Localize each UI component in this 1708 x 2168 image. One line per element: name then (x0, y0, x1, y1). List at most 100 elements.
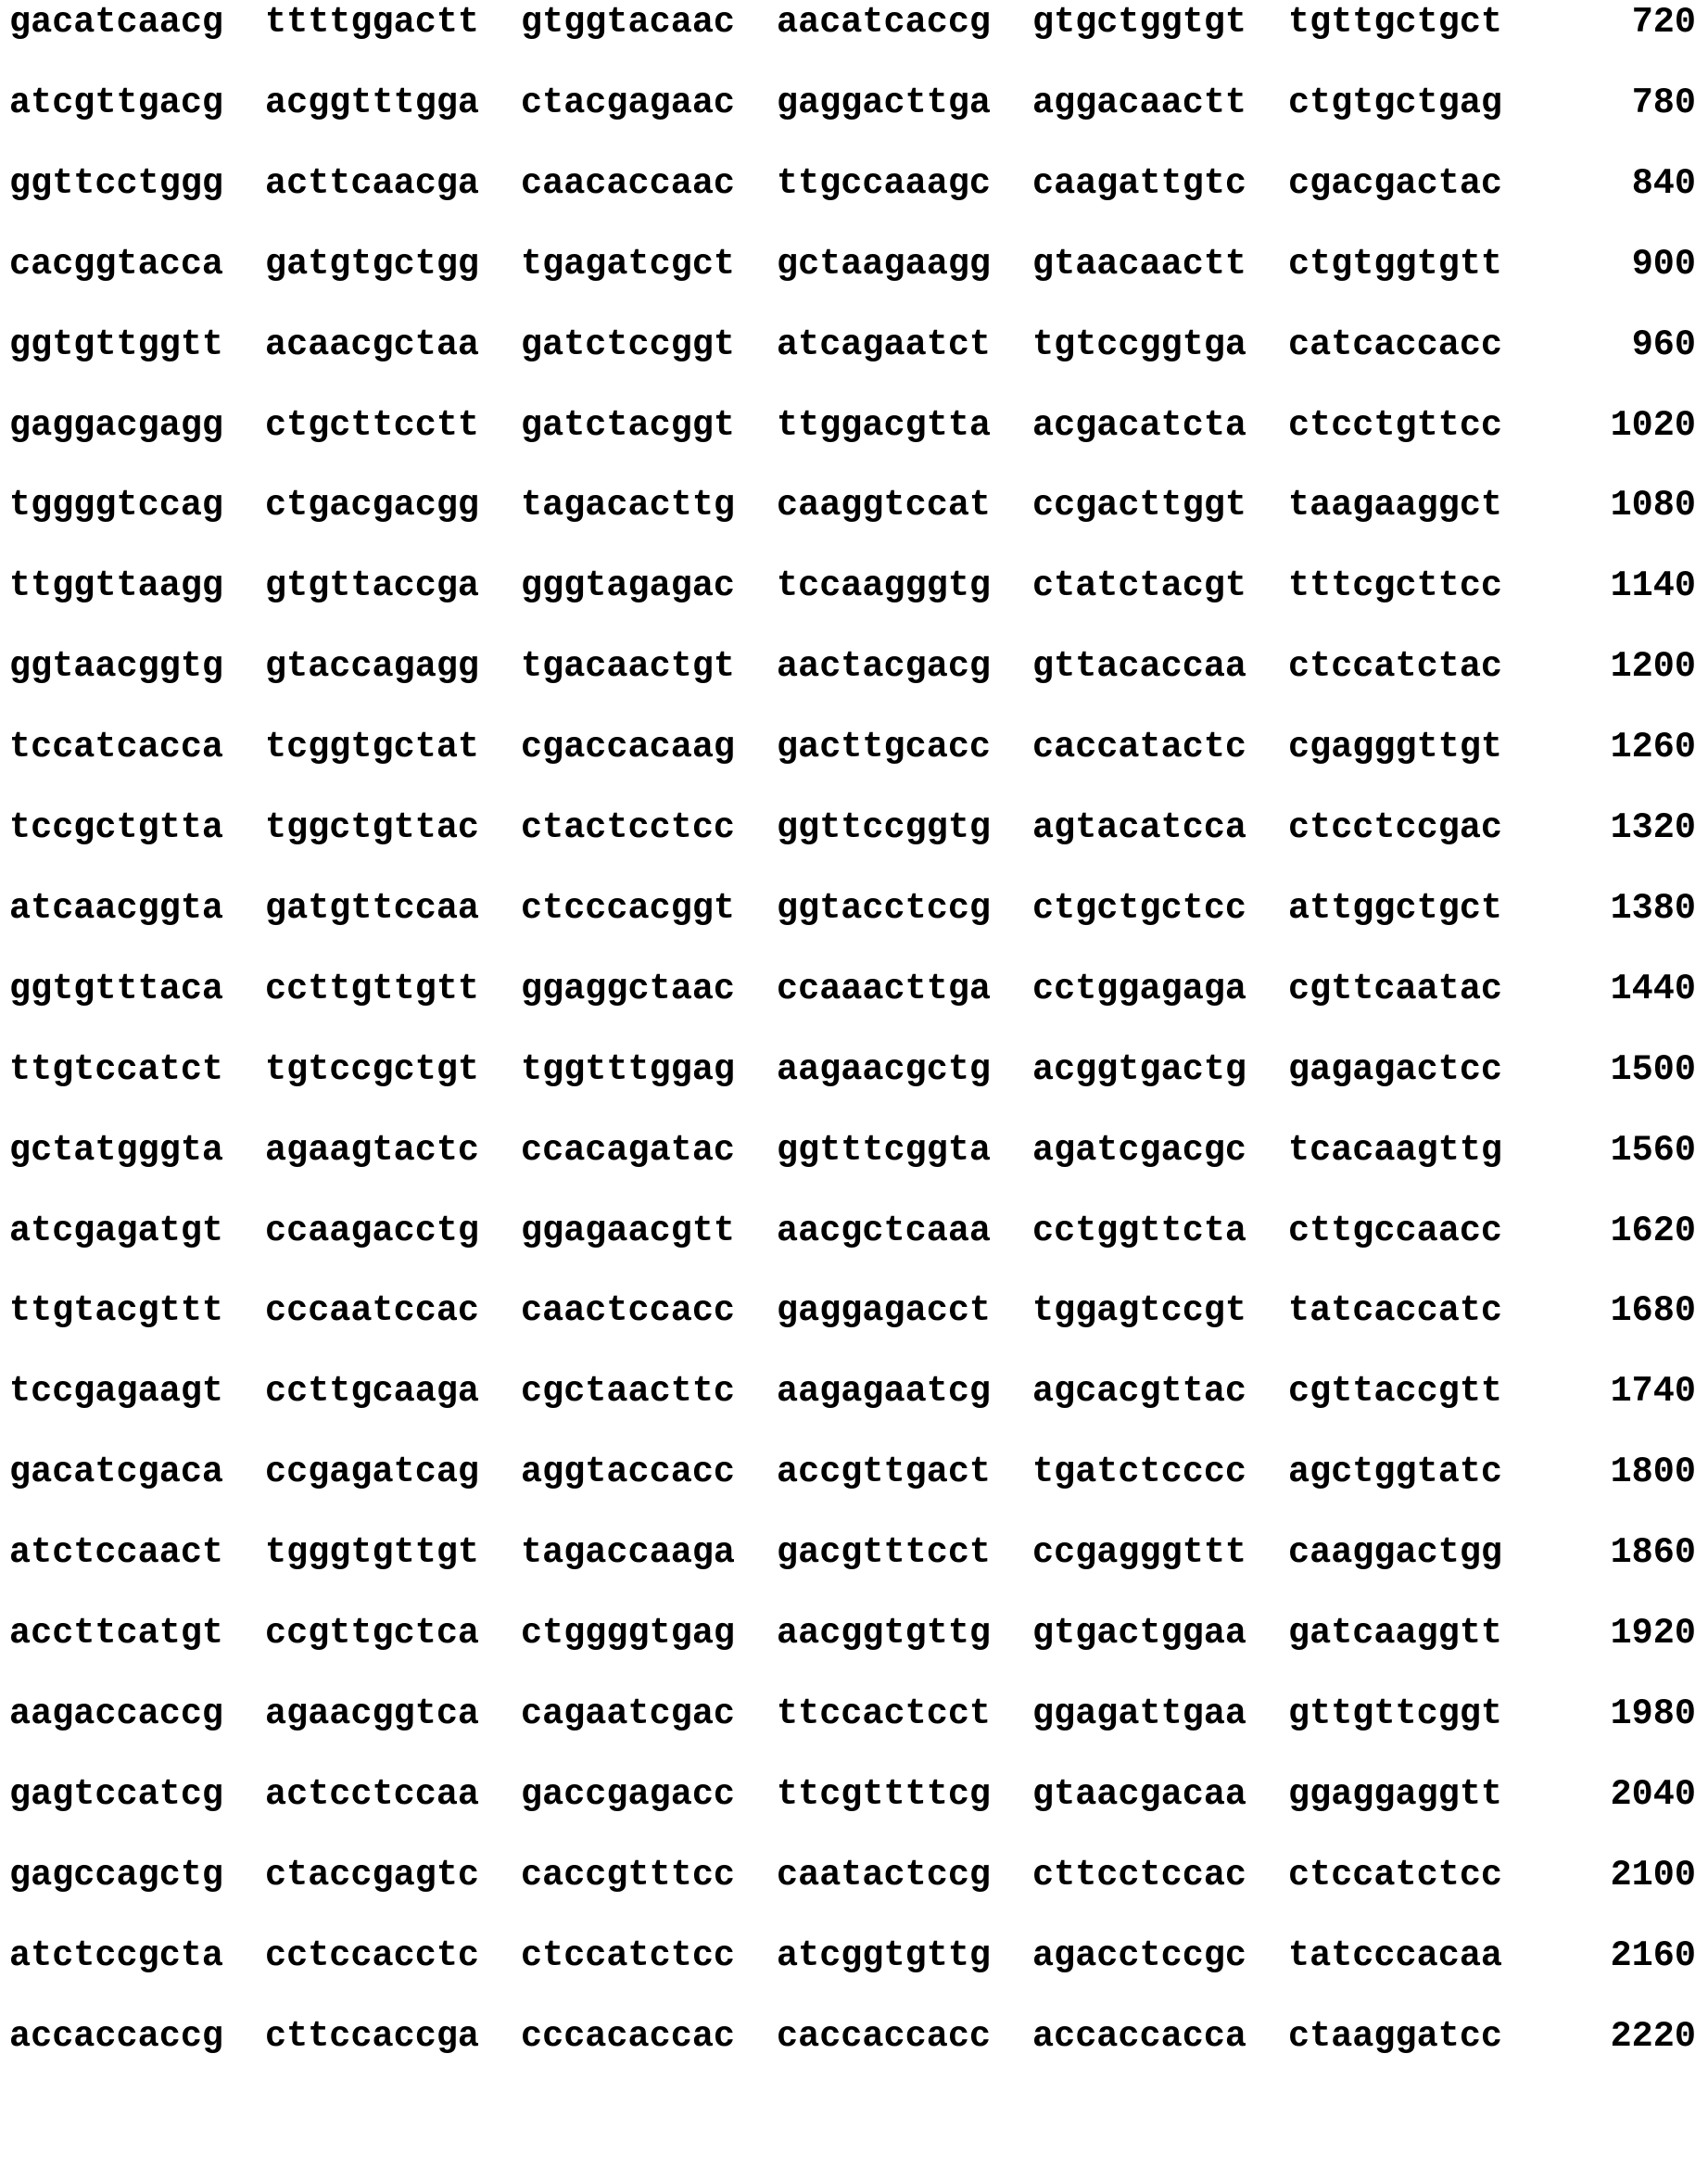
nucleotide-group: gagagactcc (1288, 1042, 1502, 1097)
nucleotide-group: caacaccaac (521, 156, 735, 211)
nucleotide-group: atcggtgttg (777, 1928, 991, 1984)
nucleotide-group: tttcgcttcc (1288, 558, 1502, 614)
sequence-line: accttcatgtccgttgctcactggggtgagaacggtgttg… (9, 1605, 1696, 1661)
position-number: 1320 (1611, 800, 1696, 856)
position-number: 1860 (1611, 1525, 1696, 1580)
nucleotide-group: acggtgactg (1032, 1042, 1246, 1097)
sequence-line: atcgttgacgacggtttggactacgagaacgaggacttga… (9, 75, 1696, 131)
nucleotide-group: cccaatccac (265, 1283, 479, 1338)
nucleotide-group: actcctccaa (265, 1767, 479, 1822)
nucleotide-group: ggagaacgtt (521, 1203, 735, 1259)
nucleotide-group: atcgagatgt (9, 1203, 223, 1259)
nucleotide-group: ctcccacggt (521, 881, 735, 936)
nucleotide-group: cccacaccac (521, 2009, 735, 2064)
nucleotide-group: ctggggtgag (521, 1605, 735, 1661)
nucleotide-group: ttcgttttcg (777, 1767, 991, 1822)
position-number: 840 (1632, 156, 1696, 211)
nucleotide-group: gtaccagagg (265, 639, 479, 694)
nucleotide-group: agcacgttac (1032, 1363, 1246, 1419)
nucleotide-group: aggacaactt (1032, 75, 1246, 131)
nucleotide-group: gctatgggta (9, 1122, 223, 1178)
sequence-line: tccgagaagtccttgcaagacgctaacttcaagagaatcg… (9, 1363, 1696, 1419)
nucleotide-group: agtacatcca (1032, 800, 1246, 856)
nucleotide-group: gatcaaggtt (1288, 1605, 1502, 1661)
position-number: 1680 (1611, 1283, 1696, 1338)
nucleotide-group: gtgactggaa (1032, 1605, 1246, 1661)
nucleotide-group: tgagatcgct (521, 236, 735, 292)
nucleotide-group: ttccactcct (777, 1686, 991, 1742)
nucleotide-group: ttttggactt (265, 0, 479, 50)
nucleotide-group: accaccaccg (9, 2009, 223, 2064)
nucleotide-group: ctcctccgac (1288, 800, 1502, 856)
nucleotide-group: gtaacaactt (1032, 236, 1246, 292)
position-number: 960 (1632, 317, 1696, 373)
sequence-line: gagccagctgctaccgagtccaccgtttcccaatactccg… (9, 1847, 1696, 1903)
nucleotide-group: ggagattgaa (1032, 1686, 1246, 1742)
nucleotide-group: ctaaggatcc (1288, 2009, 1502, 2064)
nucleotide-group: acggtttgga (265, 75, 479, 131)
nucleotide-group: tggggtccag (9, 477, 223, 533)
position-number: 1260 (1611, 719, 1696, 775)
nucleotide-group: ctacgagaac (521, 75, 735, 131)
sequence-line: accaccaccgcttccaccgacccacaccaccaccaccacc… (9, 2009, 1696, 2064)
nucleotide-group: gacatcgaca (9, 1444, 223, 1500)
position-number: 1020 (1611, 398, 1696, 453)
nucleotide-group: ctgacgacgg (265, 477, 479, 533)
sequence-line: cacggtaccagatgtgctggtgagatcgctgctaagaagg… (9, 236, 1696, 292)
nucleotide-group: caaggtccat (777, 477, 991, 533)
nucleotide-group: tagaccaaga (521, 1525, 735, 1580)
sequence-line: atcgagatgtccaagacctgggagaacgttaacgctcaaa… (9, 1203, 1696, 1259)
nucleotide-group: tatcccacaa (1288, 1928, 1502, 1984)
nucleotide-group: gagtccatcg (9, 1767, 223, 1822)
nucleotide-group: ggaggaggtt (1288, 1767, 1502, 1822)
nucleotide-group: tgacaactgt (521, 639, 735, 694)
nucleotide-group: cgacgactac (1288, 156, 1502, 211)
position-number: 1800 (1611, 1444, 1696, 1500)
sequence-line: ttgtacgtttcccaatccaccaactccaccgaggagacct… (9, 1283, 1696, 1338)
nucleotide-group: cgaccacaag (521, 719, 735, 775)
nucleotide-group: ccaagacctg (265, 1203, 479, 1259)
nucleotide-group: ctccatctcc (1288, 1847, 1502, 1903)
nucleotide-group: tccgagaagt (9, 1363, 223, 1419)
nucleotide-group: tcggtgctat (265, 719, 479, 775)
nucleotide-group: cttccaccga (265, 2009, 479, 2064)
nucleotide-group: tccgctgtta (9, 800, 223, 856)
nucleotide-group: gatgtgctgg (265, 236, 479, 292)
sequence-line: ttggttaagggtgttaccgagggtagagactccaagggtg… (9, 558, 1696, 614)
nucleotide-group: tggagtccgt (1032, 1283, 1246, 1338)
position-number: 2040 (1611, 1767, 1696, 1822)
nucleotide-group: gatgttccaa (265, 881, 479, 936)
position-number: 1740 (1611, 1363, 1696, 1419)
position-number: 1440 (1611, 961, 1696, 1017)
position-number: 2100 (1611, 1847, 1696, 1903)
nucleotide-group: ggtacctccg (777, 881, 991, 936)
nucleotide-group: gacttgcacc (777, 719, 991, 775)
nucleotide-group: ctaccgagtc (265, 1847, 479, 1903)
nucleotide-group: agaacggtca (265, 1686, 479, 1742)
nucleotide-group: ccttgttgtt (265, 961, 479, 1017)
nucleotide-group: agacctccgc (1032, 1928, 1246, 1984)
nucleotide-group: cgttaccgtt (1288, 1363, 1502, 1419)
nucleotide-group: catcaccacc (1288, 317, 1502, 373)
nucleotide-group: acgacatcta (1032, 398, 1246, 453)
nucleotide-group: ggttccggtg (777, 800, 991, 856)
nucleotide-group: agatcgacgc (1032, 1122, 1246, 1178)
nucleotide-group: gtgctggtgt (1032, 0, 1246, 50)
nucleotide-group: acttcaacga (265, 156, 479, 211)
nucleotide-group: cctggagaga (1032, 961, 1246, 1017)
nucleotide-group: caaggactgg (1288, 1525, 1502, 1580)
nucleotide-group: ccttgcaaga (265, 1363, 479, 1419)
nucleotide-group: tgtccggtga (1032, 317, 1246, 373)
nucleotide-group: ggtgttggtt (9, 317, 223, 373)
sequence-line: tccgctgttatggctgttacctactcctccggttccggtg… (9, 800, 1696, 856)
nucleotide-group: ctgcttcctt (265, 398, 479, 453)
nucleotide-group: atcaacggta (9, 881, 223, 936)
position-number: 1560 (1611, 1122, 1696, 1178)
nucleotide-group: tgatctcccc (1032, 1444, 1246, 1500)
nucleotide-group: tccatcacca (9, 719, 223, 775)
nucleotide-group: gttacaccaa (1032, 639, 1246, 694)
nucleotide-group: ctatctacgt (1032, 558, 1246, 614)
nucleotide-group: cttcctccac (1032, 1847, 1246, 1903)
nucleotide-group: ctcctgttcc (1288, 398, 1502, 453)
